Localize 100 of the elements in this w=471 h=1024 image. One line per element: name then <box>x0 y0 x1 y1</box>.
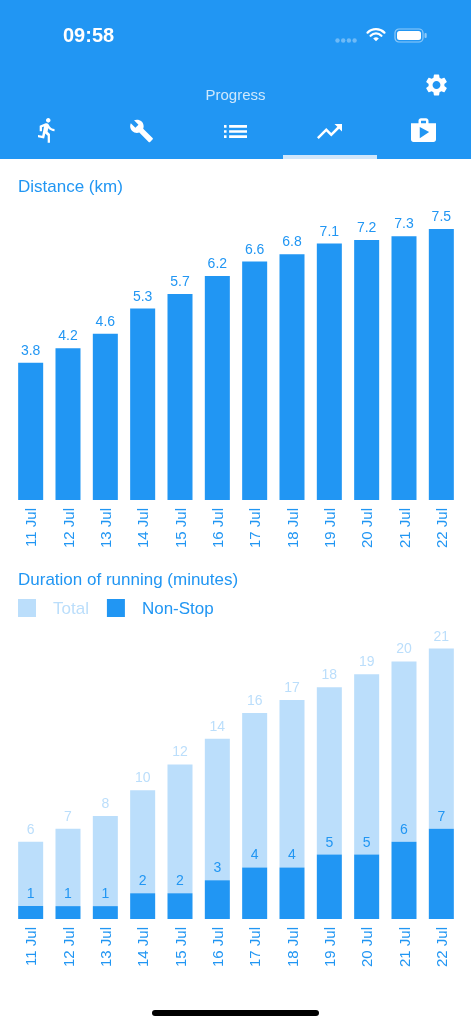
bar <box>242 867 268 919</box>
x-tick-label: 13 Jul <box>96 508 114 549</box>
data-label: 7.3 <box>394 215 414 232</box>
total-label: 6 <box>26 820 35 837</box>
bar <box>92 815 118 907</box>
legend-label: Total <box>53 598 89 618</box>
x-tick-label: 17 Jul <box>246 927 264 968</box>
data-label: 5.7 <box>170 273 190 290</box>
x-tick-label: 22 Jul <box>432 508 450 549</box>
x-tick-label: 19 Jul <box>320 508 338 549</box>
bar <box>204 276 230 500</box>
bar <box>391 661 417 842</box>
total-label: 20 <box>396 640 412 657</box>
data-label: 4 <box>288 846 297 863</box>
total-label: 14 <box>209 717 226 734</box>
bar <box>242 261 268 500</box>
x-tick-label: 14 Jul <box>134 927 152 968</box>
x-tick-label: 13 Jul <box>96 927 114 968</box>
data-label: 4 <box>250 846 259 863</box>
bar <box>354 674 380 855</box>
data-label: 3.8 <box>20 341 41 358</box>
total-label: 7 <box>64 807 73 824</box>
bar <box>55 348 81 500</box>
bar <box>316 854 342 919</box>
data-label: 6.8 <box>282 233 302 250</box>
bar <box>55 906 81 919</box>
x-tick-label: 18 Jul <box>283 927 301 968</box>
text: 09:58 <box>63 23 115 47</box>
bar <box>167 893 193 919</box>
data-label: 7 <box>437 807 446 824</box>
data-label: 1 <box>64 885 73 902</box>
x-tick-label: 16 Jul <box>208 508 226 549</box>
bar <box>391 841 417 919</box>
total-label: 17 <box>284 679 300 696</box>
x-tick-label: 20 Jul <box>358 927 376 968</box>
data-label: 2 <box>176 872 185 889</box>
text: Progress <box>205 86 266 104</box>
data-label: 5 <box>325 833 334 850</box>
x-tick-label: 15 Jul <box>171 927 189 968</box>
bar <box>167 764 193 894</box>
bar <box>18 841 44 907</box>
total-label: 10 <box>134 769 151 786</box>
data-label: 2 <box>138 872 147 889</box>
x-tick-label: 12 Jul <box>59 508 77 549</box>
bar <box>18 906 44 919</box>
data-label: 1 <box>26 885 35 902</box>
bar <box>428 828 454 919</box>
bar <box>279 867 305 919</box>
bar <box>428 229 454 500</box>
bar <box>316 687 342 855</box>
x-tick-label: 22 Jul <box>432 927 450 968</box>
data-label: 7.2 <box>356 218 377 235</box>
bar <box>18 362 44 500</box>
bar <box>130 893 156 919</box>
data-label: 5.3 <box>132 287 153 304</box>
bar <box>316 243 342 500</box>
bar <box>167 294 193 500</box>
data-label: 7.5 <box>431 208 452 225</box>
bar <box>130 308 156 500</box>
data-label: 4.6 <box>95 312 116 329</box>
total-label: 18 <box>321 666 338 683</box>
x-tick-label: 14 Jul <box>134 508 152 549</box>
bar <box>428 648 454 829</box>
chart-title: Distance (km) <box>18 177 123 196</box>
data-label: 6 <box>400 820 409 837</box>
data-label: 6.2 <box>207 255 228 272</box>
bar <box>354 239 380 500</box>
x-tick-label: 15 Jul <box>171 508 189 549</box>
total-label: 19 <box>358 653 375 670</box>
bar <box>92 906 118 919</box>
bar <box>204 738 230 881</box>
bar <box>279 254 305 500</box>
total-label: 16 <box>246 691 263 708</box>
bar <box>204 880 230 919</box>
x-tick-label: 11 Jul <box>22 927 40 966</box>
chart-title: Duration of running (minutes) <box>18 570 239 589</box>
bar <box>242 712 268 868</box>
x-tick-label: 11 Jul <box>22 508 40 547</box>
x-tick-label: 12 Jul <box>59 927 77 968</box>
total-label: 12 <box>172 743 188 760</box>
x-tick-label: 18 Jul <box>283 508 301 549</box>
bar <box>279 700 305 868</box>
bar <box>130 790 156 894</box>
data-label: 5 <box>362 833 371 850</box>
data-label: 4.2 <box>58 327 78 344</box>
data-label: 7.1 <box>319 222 340 239</box>
bar <box>354 854 380 919</box>
total-label: 21 <box>433 627 450 644</box>
total-label: 8 <box>101 794 110 811</box>
data-label: 6.6 <box>244 240 265 257</box>
bar <box>391 236 417 500</box>
x-tick-label: 20 Jul <box>358 508 376 549</box>
data-label: 3 <box>213 859 222 876</box>
x-tick-label: 17 Jul <box>246 508 264 549</box>
x-tick-label: 21 Jul <box>395 927 413 968</box>
bar <box>55 828 81 907</box>
bar <box>92 333 118 500</box>
x-tick-label: 16 Jul <box>208 927 226 968</box>
x-tick-label: 21 Jul <box>395 508 413 549</box>
data-label: 1 <box>101 885 110 902</box>
